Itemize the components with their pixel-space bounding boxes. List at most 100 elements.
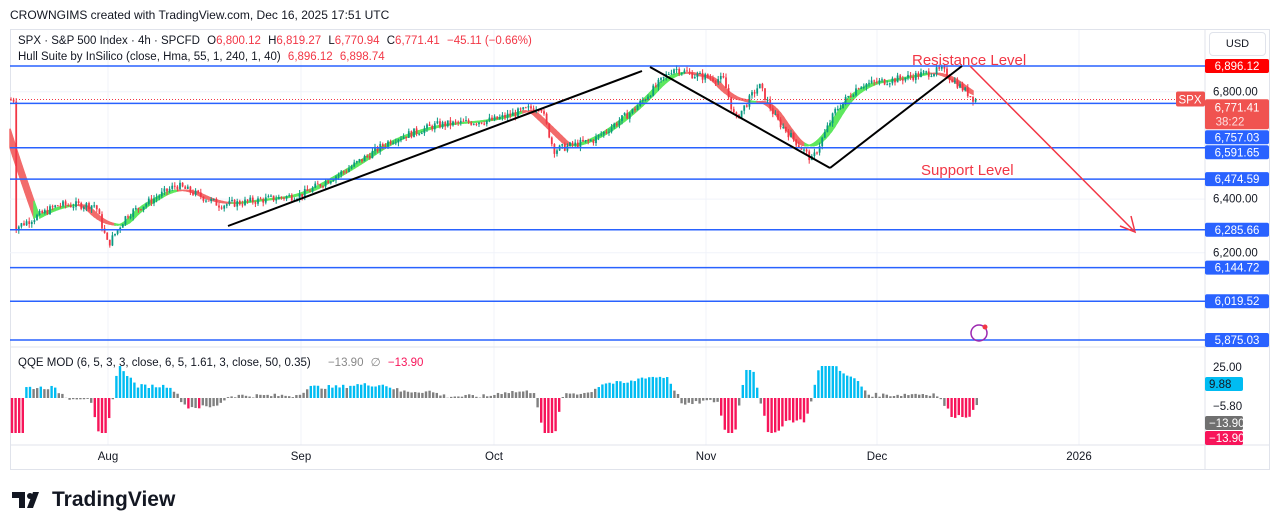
price-label-bg bbox=[1205, 172, 1269, 187]
candle-body bbox=[488, 117, 491, 121]
qqe-value-tag: −13.90 bbox=[1209, 433, 1245, 445]
candle-body bbox=[82, 207, 85, 209]
qqe-bar bbox=[619, 381, 622, 398]
candle-body bbox=[660, 77, 662, 80]
candle-body bbox=[171, 185, 174, 189]
qqe-bar bbox=[201, 398, 204, 406]
candle-body bbox=[699, 72, 701, 74]
qqe-bar bbox=[622, 382, 626, 398]
qqe-bar bbox=[572, 393, 575, 398]
qqe-bar bbox=[165, 387, 168, 398]
currency-button[interactable]: USD bbox=[1209, 32, 1266, 56]
candle-body bbox=[231, 199, 233, 201]
qqe-bar bbox=[748, 370, 752, 398]
candle-body bbox=[415, 128, 418, 134]
qqe-bar bbox=[482, 394, 485, 398]
candle-body bbox=[571, 142, 574, 146]
candle-body bbox=[483, 123, 486, 125]
candle-body bbox=[368, 156, 371, 159]
time-axis-tick: Sep bbox=[291, 451, 311, 463]
qqe-bar bbox=[126, 376, 129, 398]
qqe-bar bbox=[849, 376, 852, 398]
candle-body bbox=[420, 133, 423, 135]
qqe-bar bbox=[716, 398, 719, 402]
candle-body bbox=[511, 112, 514, 116]
candle-body bbox=[428, 124, 431, 126]
candle-body bbox=[509, 113, 512, 116]
candle-body bbox=[688, 71, 691, 73]
qqe-bar bbox=[507, 393, 510, 398]
open-value: 6,800.12 bbox=[216, 35, 261, 47]
qqe-bar bbox=[288, 396, 291, 398]
candle-body bbox=[64, 201, 67, 206]
level-price-label: 6,757.03 bbox=[1215, 132, 1260, 144]
qqe-bar bbox=[489, 395, 492, 398]
candle-body bbox=[350, 166, 353, 169]
qqe-bar bbox=[626, 382, 629, 398]
qqe-bar bbox=[180, 398, 183, 403]
qqe-bar bbox=[262, 395, 266, 398]
qqe-bar bbox=[590, 392, 593, 398]
candle-body bbox=[938, 67, 941, 69]
qqe-legend[interactable]: QQE MOD (6, 5, 3, 3, close, 6, 5, 1.61, … bbox=[18, 355, 427, 369]
qqe-bar bbox=[151, 384, 154, 398]
candle-body bbox=[719, 76, 722, 80]
qqe-bar bbox=[752, 371, 755, 398]
forecast-arrow bbox=[969, 65, 1134, 231]
level-price-label: 5,875.03 bbox=[1215, 335, 1260, 347]
qqe-bar bbox=[813, 384, 816, 398]
candle-body bbox=[842, 102, 844, 109]
qqe-bar bbox=[295, 395, 298, 398]
qqe-bar bbox=[586, 392, 590, 398]
candle-body bbox=[964, 87, 967, 91]
qqe-bar bbox=[61, 393, 64, 398]
qqe-bar bbox=[237, 394, 240, 398]
symbol-name[interactable]: SPX · S&P 500 Index · 4h · SPCFD bbox=[18, 35, 200, 47]
candle-body bbox=[23, 223, 25, 226]
hull-legend[interactable]: Hull Suite by InSilico (close, Hma, 55, … bbox=[18, 51, 389, 63]
qqe-bar bbox=[219, 398, 222, 403]
hull-title: Hull Suite by InSilico (close, Hma, 55, … bbox=[18, 51, 281, 63]
candle-body bbox=[218, 205, 220, 208]
qqe-bar bbox=[910, 394, 914, 398]
qqe-bar bbox=[532, 393, 536, 398]
candle-body bbox=[795, 139, 798, 146]
candle-body bbox=[197, 190, 200, 193]
qqe-bar bbox=[673, 390, 676, 398]
qqe-bar bbox=[381, 384, 384, 398]
candle-body bbox=[587, 140, 590, 142]
candle-body bbox=[355, 161, 358, 163]
qqe-bar bbox=[601, 384, 604, 398]
candle-body bbox=[634, 108, 636, 111]
qqe-bar bbox=[277, 396, 280, 398]
candle-body bbox=[475, 123, 478, 125]
candle-body bbox=[706, 74, 709, 78]
countdown-label: 38:22 bbox=[1216, 116, 1245, 128]
candle-body bbox=[129, 216, 132, 218]
candle-body bbox=[758, 83, 761, 89]
candle-body bbox=[722, 76, 725, 78]
candle-body bbox=[407, 131, 410, 138]
qqe-bar bbox=[640, 377, 644, 398]
symbol-legend: SPX · S&P 500 Index · 4h · SPCFD O6,800.… bbox=[18, 35, 536, 47]
candle-body bbox=[436, 121, 439, 124]
price-label-bg bbox=[1205, 130, 1269, 145]
qqe-bar bbox=[874, 392, 878, 398]
qqe-empty-symbol: ∅ bbox=[370, 357, 381, 369]
qqe-bar bbox=[442, 394, 446, 398]
candle-body bbox=[657, 79, 660, 87]
candle-body bbox=[228, 200, 231, 205]
qqe-bar bbox=[122, 371, 125, 398]
candle-body bbox=[267, 196, 270, 198]
candle-body bbox=[576, 142, 579, 148]
candle-body bbox=[953, 80, 956, 83]
candle-body bbox=[966, 87, 969, 97]
qqe-bar bbox=[115, 375, 118, 398]
qqe-bar bbox=[154, 387, 158, 398]
qqe-axis-tick: −5.80 bbox=[1213, 401, 1242, 413]
candle-body bbox=[519, 108, 522, 110]
candle-body bbox=[493, 116, 496, 121]
candle-body bbox=[797, 145, 800, 148]
price-axis-tick: 6,200.00 bbox=[1213, 247, 1258, 259]
